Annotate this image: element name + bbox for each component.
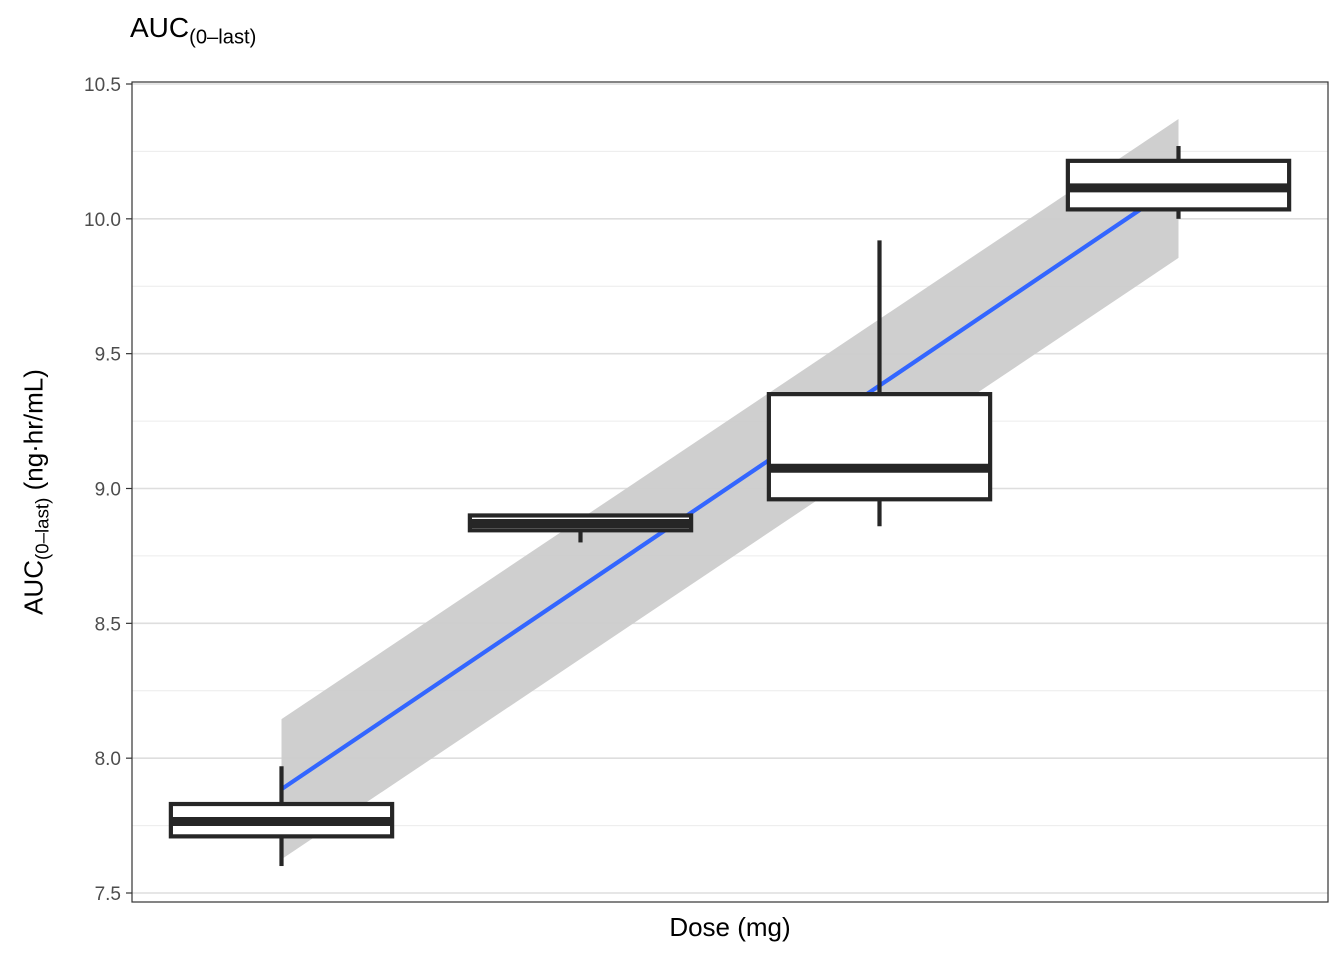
boxplots — [168, 146, 1292, 867]
fit-line — [280, 182, 1180, 791]
box-3 — [766, 240, 993, 527]
box-1 — [168, 766, 395, 867]
panel-border — [131, 81, 1329, 903]
regression-line — [280, 182, 1180, 791]
y-axis: 7.5 8.0 8.5 9.0 9.5 10.0 10.5 — [84, 75, 132, 905]
iqr-box — [766, 392, 993, 502]
y-tick-label: 8.0 — [95, 749, 121, 770]
y-tick-label: 7.5 — [95, 884, 121, 905]
x-axis-label: Dose (mg) — [669, 912, 791, 942]
y-tick-label: 8.5 — [95, 614, 121, 635]
confidence-band — [281, 119, 1179, 860]
y-axis-label: AUC(0–last) (ng·hr/mL) — [18, 369, 53, 615]
box-4 — [1065, 146, 1292, 219]
y-tick-label: 9.5 — [95, 345, 121, 366]
chart-title: AUC(0–last) — [130, 12, 257, 49]
y-tick-label: 9.0 — [95, 480, 121, 501]
y-tick-label: 10.0 — [84, 210, 121, 231]
ci-band-polygon — [281, 119, 1179, 860]
y-tick-label: 10.5 — [84, 75, 121, 96]
box-2 — [467, 513, 694, 543]
